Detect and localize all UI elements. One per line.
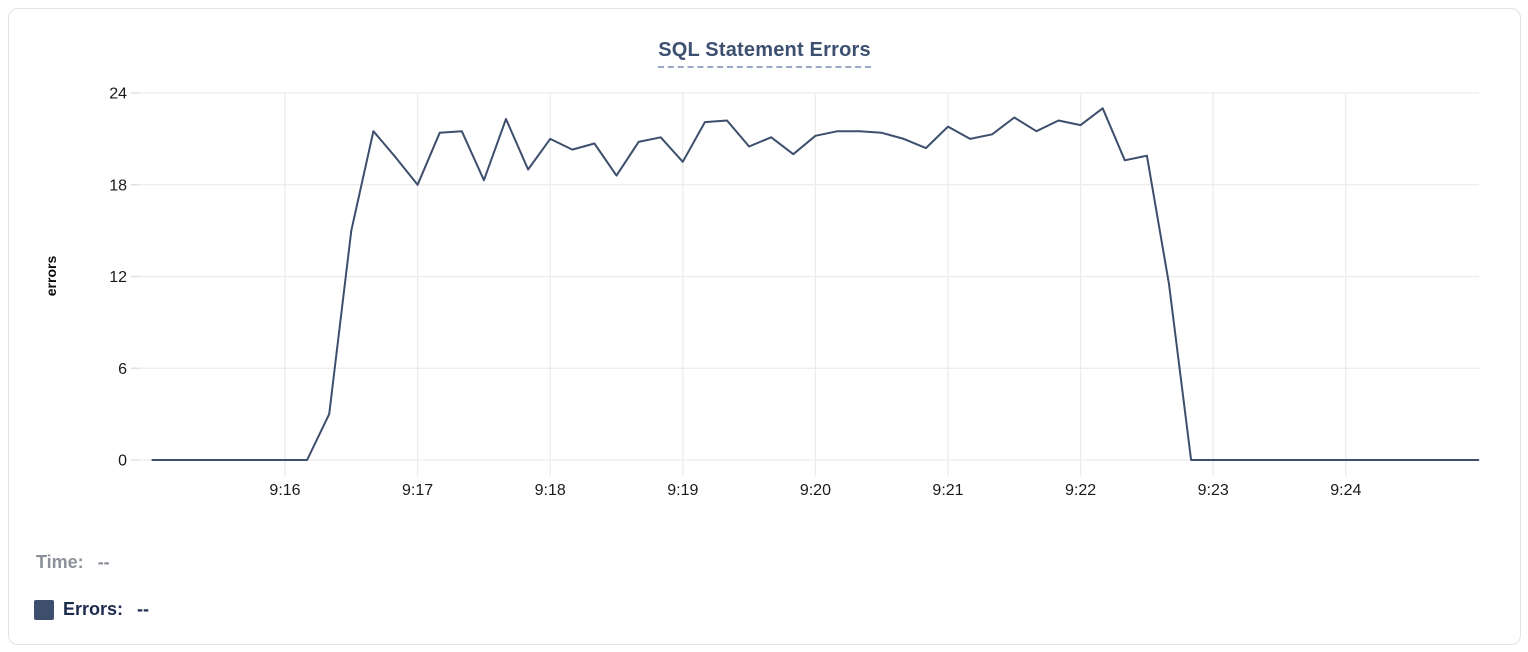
chart-header: SQL Statement Errors xyxy=(9,39,1520,68)
errors-series-line[interactable] xyxy=(151,107,1480,461)
time-value: -- xyxy=(97,552,110,572)
x-tick-label: 9:19 xyxy=(667,482,698,499)
x-tick-label: 9:22 xyxy=(1065,482,1096,499)
x-tick-label: 9:17 xyxy=(402,482,433,499)
x-tick-label: 9:18 xyxy=(535,482,566,499)
x-tick-label: 9:20 xyxy=(800,482,831,499)
y-axis-label: errors xyxy=(43,256,59,297)
errors-value: -- xyxy=(137,599,150,619)
x-tick-label: 9:23 xyxy=(1198,482,1229,499)
errors-line-chart[interactable]: 9:16 9:17 9:18 9:19 9:20 9:21 9:22 9:23 9:24 0 6 12… xyxy=(9,9,1528,652)
y-tick-label: 12 xyxy=(109,269,127,286)
y-tick-label: 0 xyxy=(118,453,127,470)
x-tick-label: 9:24 xyxy=(1330,482,1361,499)
time-label: Time: xyxy=(36,552,84,572)
errors-label: Errors: xyxy=(63,599,124,619)
y-tick-label: 24 xyxy=(109,86,127,103)
y-tick-label: 18 xyxy=(109,177,127,194)
chart-title[interactable]: SQL Statement Errors xyxy=(658,39,871,68)
errors-series-swatch xyxy=(34,599,54,620)
legend-errors-row[interactable]: Errors: -- xyxy=(34,599,149,620)
chart-card: SQL Statement Errors 9:16 9:17 9:18 9:19 9:2… xyxy=(8,8,1521,645)
hover-readout-time: Time: -- xyxy=(36,552,110,573)
x-tick-label: 9:16 xyxy=(269,482,300,499)
y-tick-label: 6 xyxy=(118,361,127,378)
x-tick-label: 9:21 xyxy=(932,482,963,499)
